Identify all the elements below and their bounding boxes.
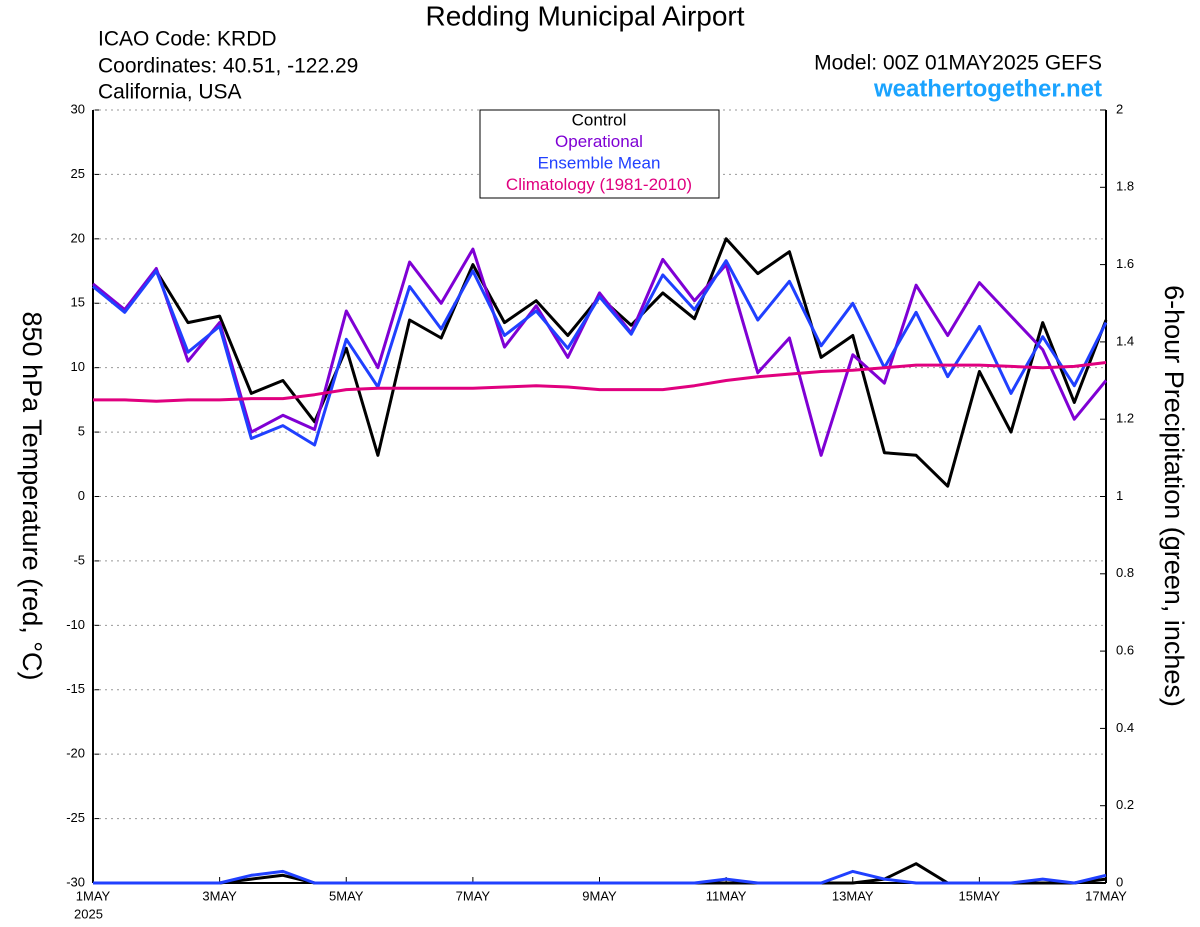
x-tick-label: 7MAY — [456, 888, 491, 903]
y-tick-label: -30 — [66, 874, 85, 889]
legend-entry: Operational — [555, 132, 643, 151]
y2-tick-label: 1 — [1116, 488, 1123, 503]
info-line: California, USA — [98, 81, 242, 104]
series-line — [92, 247, 1108, 457]
series-line — [93, 869, 1107, 885]
y-tick-label: 20 — [71, 230, 85, 245]
y2-tick-label: 1.6 — [1116, 256, 1134, 271]
y-tick-label: 25 — [71, 166, 85, 181]
y2-axis-label: 6-hour Precipitation (green, inches) — [1159, 285, 1189, 707]
x-year-label: 2025 — [74, 906, 103, 921]
y2-tick-label: 0.8 — [1116, 565, 1134, 580]
info-line: Coordinates: 40.51, -122.29 — [98, 55, 358, 78]
model-label: Model: 00Z 01MAY2025 GEFS — [814, 52, 1102, 75]
x-tick-label: 17MAY — [1085, 888, 1127, 903]
y-tick-label: 30 — [71, 101, 85, 116]
info-line: ICAO Code: KRDD — [98, 28, 277, 51]
y-tick-label: -25 — [66, 810, 85, 825]
x-tick-label: 13MAY — [832, 888, 874, 903]
legend-entry: Climatology (1981-2010) — [506, 175, 692, 194]
x-tick-label: 9MAY — [582, 888, 617, 903]
y2-tick-label: 1.8 — [1116, 179, 1134, 194]
y2-tick-label: 0.4 — [1116, 720, 1134, 735]
x-tick-label: 3MAY — [202, 888, 237, 903]
y-tick-label: -20 — [66, 746, 85, 761]
y-tick-label: -10 — [66, 617, 85, 632]
y-tick-label: 15 — [71, 295, 85, 310]
y-tick-label: -5 — [73, 552, 85, 567]
series-line — [92, 237, 1108, 488]
y-tick-label: 5 — [78, 424, 85, 439]
x-tick-label: 5MAY — [329, 888, 364, 903]
site-label: weathertogether.net — [873, 75, 1102, 102]
y2-tick-label: 2 — [1116, 101, 1123, 116]
series-line — [92, 259, 1108, 447]
y2-tick-label: 0.6 — [1116, 643, 1134, 658]
y2-tick-label: 1.4 — [1116, 333, 1134, 348]
legend-box — [479, 109, 720, 199]
y2-tick-label: 0 — [1116, 874, 1123, 889]
y2-tick-label: 0.2 — [1116, 797, 1134, 812]
y-axis-label: 850 hPa Temperature (red, °C) — [17, 312, 47, 681]
x-tick-label: 15MAY — [959, 888, 1001, 903]
legend-entry: Ensemble Mean — [538, 153, 661, 172]
chart-title: Redding Municipal Airport — [425, 0, 744, 31]
y-tick-label: -15 — [66, 681, 85, 696]
legend-entry: Control — [572, 110, 627, 129]
x-tick-label: 1MAY — [76, 888, 111, 903]
y2-tick-label: 1.2 — [1116, 411, 1134, 426]
x-tick-label: 11MAY — [706, 888, 747, 903]
series-line — [93, 361, 1107, 403]
y-tick-label: 10 — [71, 359, 85, 374]
y-tick-label: 0 — [78, 488, 85, 503]
